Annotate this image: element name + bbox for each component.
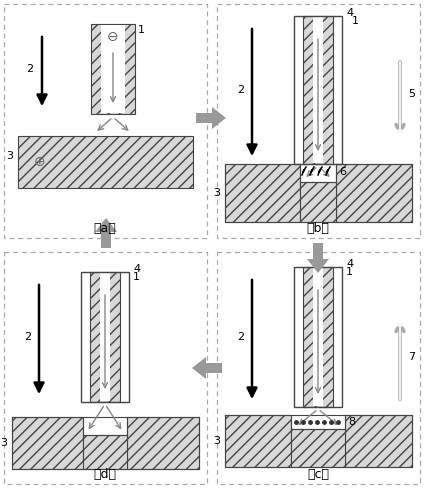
- Text: 1: 1: [138, 25, 145, 35]
- Bar: [225, 415, 291, 467]
- Polygon shape: [307, 259, 329, 273]
- Bar: [83, 435, 127, 469]
- Bar: [127, 417, 199, 469]
- Bar: [12, 417, 83, 469]
- Bar: [336, 164, 412, 222]
- Bar: [291, 429, 345, 467]
- Bar: [100, 273, 110, 401]
- Bar: [127, 417, 199, 469]
- Text: （a）: （a）: [94, 222, 116, 235]
- Text: 5: 5: [408, 89, 415, 99]
- Bar: [313, 243, 323, 259]
- Bar: [294, 267, 342, 407]
- Bar: [18, 136, 193, 188]
- Bar: [206, 363, 222, 373]
- Polygon shape: [95, 218, 117, 232]
- Bar: [101, 25, 125, 113]
- Text: 3: 3: [213, 436, 220, 446]
- Bar: [336, 164, 412, 222]
- Text: 4: 4: [133, 264, 140, 274]
- Bar: [90, 272, 120, 402]
- Bar: [303, 16, 333, 164]
- Text: （b）: （b）: [307, 222, 329, 235]
- Text: ⊖: ⊖: [107, 30, 119, 44]
- Text: 4: 4: [346, 259, 353, 269]
- Bar: [91, 24, 135, 114]
- Bar: [313, 17, 323, 163]
- Polygon shape: [192, 357, 206, 379]
- Text: 8: 8: [348, 417, 355, 427]
- Text: 1: 1: [352, 16, 359, 26]
- Bar: [225, 164, 300, 222]
- Text: 2: 2: [237, 85, 244, 95]
- Bar: [345, 415, 412, 467]
- Bar: [4, 4, 207, 238]
- Bar: [313, 268, 323, 406]
- Text: 6: 6: [339, 167, 346, 177]
- Bar: [4, 252, 207, 484]
- Bar: [101, 232, 111, 248]
- Bar: [217, 252, 420, 484]
- Bar: [81, 272, 129, 402]
- Text: 7: 7: [408, 352, 415, 362]
- Bar: [300, 182, 336, 222]
- Bar: [345, 415, 412, 467]
- Text: 1: 1: [346, 267, 353, 277]
- Bar: [196, 113, 212, 123]
- Bar: [12, 417, 83, 469]
- Bar: [294, 16, 342, 164]
- Bar: [217, 4, 420, 238]
- Text: （c）: （c）: [307, 468, 329, 481]
- Text: 3: 3: [0, 438, 7, 448]
- Text: 2: 2: [26, 64, 33, 74]
- Text: 2: 2: [237, 332, 244, 342]
- Polygon shape: [212, 107, 226, 129]
- Text: 1: 1: [133, 272, 140, 282]
- Text: （d）: （d）: [94, 468, 117, 481]
- Bar: [303, 267, 333, 407]
- Text: 3: 3: [6, 151, 13, 161]
- Bar: [225, 415, 291, 467]
- Text: 3: 3: [213, 188, 220, 198]
- Bar: [225, 164, 300, 222]
- Text: 4: 4: [346, 8, 353, 18]
- Text: 2: 2: [24, 332, 31, 342]
- Text: ⊕: ⊕: [34, 155, 46, 169]
